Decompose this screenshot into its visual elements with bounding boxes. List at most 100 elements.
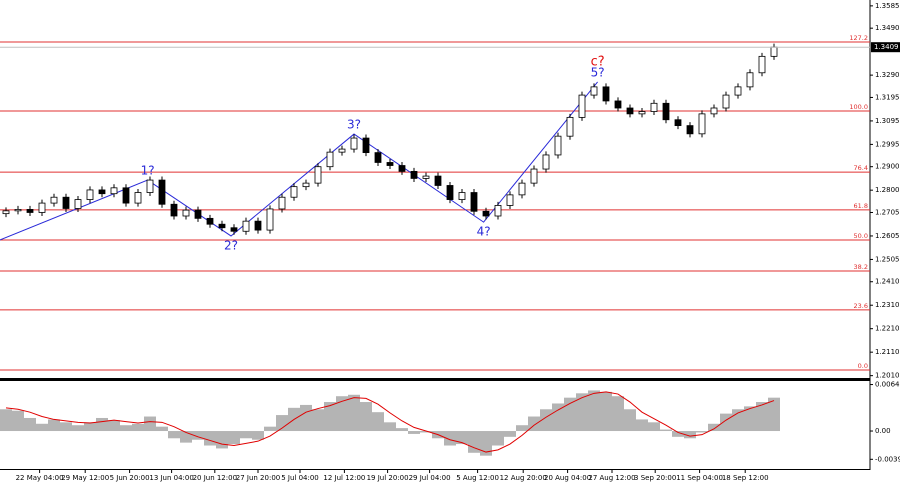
candle-body (662, 102, 670, 121)
osc-bar (696, 431, 708, 433)
x-tick-label: 29 Jul 04:00 (409, 474, 451, 482)
osc-bar (348, 394, 360, 432)
candle-body (230, 227, 238, 232)
y-tick-label: 1.2605 (875, 232, 900, 240)
candle-body (602, 86, 610, 102)
candle-body (590, 86, 598, 96)
x-tick-label: 12 Jul 12:00 (323, 474, 365, 482)
fib-label: 23.6 (854, 302, 868, 310)
candle-body (578, 94, 586, 118)
osc-bar (744, 406, 756, 432)
osc-bar (360, 402, 372, 432)
candle-body (566, 116, 574, 137)
x-tick-label: 5 Aug 12:00 (456, 474, 499, 482)
osc-bar (0, 409, 12, 432)
candle-body (686, 125, 694, 135)
osc-bar (456, 431, 468, 445)
candle-body (446, 185, 454, 200)
y-tick-label: 1.3095 (875, 117, 900, 125)
x-tick-label: 12 Aug 20:00 (500, 474, 547, 482)
y-tick-label: 1.2505 (875, 255, 900, 263)
osc-bar (300, 404, 312, 432)
osc-bar (36, 423, 48, 432)
osc-bar (252, 431, 264, 440)
osc-bar (576, 393, 588, 432)
candle-body (14, 209, 22, 212)
fib-label: 38.2 (854, 263, 868, 271)
x-tick-label: 5 Jun 20:00 (110, 474, 150, 482)
candle-body (674, 119, 682, 127)
osc-bar (204, 431, 216, 446)
osc-bar (720, 413, 732, 432)
osc-bar (324, 402, 336, 432)
candle-body (134, 192, 142, 204)
osc-bar (684, 431, 696, 439)
osc-bar (156, 426, 168, 432)
y-tick-label: -0.0039 (875, 455, 900, 463)
candle-body (122, 187, 130, 204)
y-tick-label: 1.3195 (875, 93, 900, 101)
x-tick-label: 22 May 04:00 (16, 474, 64, 482)
candle-body (290, 186, 298, 198)
osc-bar (516, 425, 528, 432)
y-tick-label: 1.2110 (875, 348, 900, 356)
fib-label: 0.0 (858, 362, 868, 370)
candle-body (770, 46, 778, 57)
y-tick-label: 1.3490 (875, 24, 900, 32)
candle-body (326, 151, 334, 168)
candle-body (2, 210, 10, 215)
candle-body (758, 55, 766, 74)
candle-body (242, 220, 250, 232)
candle-body (98, 189, 106, 195)
candle-body (386, 162, 394, 166)
candle-body (158, 179, 166, 205)
osc-bar (588, 390, 600, 432)
candle-body (218, 223, 226, 229)
wave-label: 3? (347, 118, 361, 132)
candle-body (110, 187, 118, 195)
osc-bar (480, 431, 492, 456)
candle-body (182, 209, 190, 217)
osc-bar (444, 431, 456, 446)
candle-body (170, 203, 178, 217)
osc-bar (96, 417, 108, 432)
degree-label: c? (591, 54, 605, 69)
osc-bar (384, 422, 396, 432)
y-tick-label: 0.00 (875, 427, 891, 435)
candle-body (374, 152, 382, 163)
candle-body (278, 196, 286, 210)
candle-body (542, 154, 550, 170)
y-tick-label: 1.2210 (875, 325, 900, 333)
osc-bar (168, 431, 180, 439)
candle-body (314, 166, 322, 184)
y-tick-label: 1.2705 (875, 208, 900, 216)
osc-bar (468, 431, 480, 453)
osc-bar (396, 428, 408, 432)
osc-bar (420, 431, 432, 433)
candle-body (146, 179, 154, 193)
x-tick-label: 11 Sep 04:00 (676, 474, 723, 482)
osc-bar (216, 431, 228, 449)
osc-bar (72, 425, 84, 432)
y-tick-label: 1.3585 (875, 2, 900, 10)
wave-label: 1? (141, 164, 155, 178)
candle-body (434, 175, 442, 186)
osc-bar (648, 422, 660, 432)
candle-body (338, 148, 346, 153)
osc-bar (228, 431, 240, 445)
x-tick-label: 27 Aug 12:00 (588, 474, 635, 482)
candle-body (398, 165, 406, 172)
osc-bar (132, 423, 144, 432)
osc-bar (180, 431, 192, 443)
osc-bar (240, 431, 252, 439)
osc-bar (408, 431, 420, 434)
candle-body (746, 72, 754, 88)
y-tick-label: 1.3290 (875, 71, 900, 79)
signal-line (5, 391, 775, 453)
x-tick-label: 5 Jul 04:00 (281, 474, 319, 482)
osc-bar (24, 417, 36, 432)
candle-body (38, 202, 46, 213)
candle-body (614, 100, 622, 109)
osc-bar (336, 396, 348, 432)
